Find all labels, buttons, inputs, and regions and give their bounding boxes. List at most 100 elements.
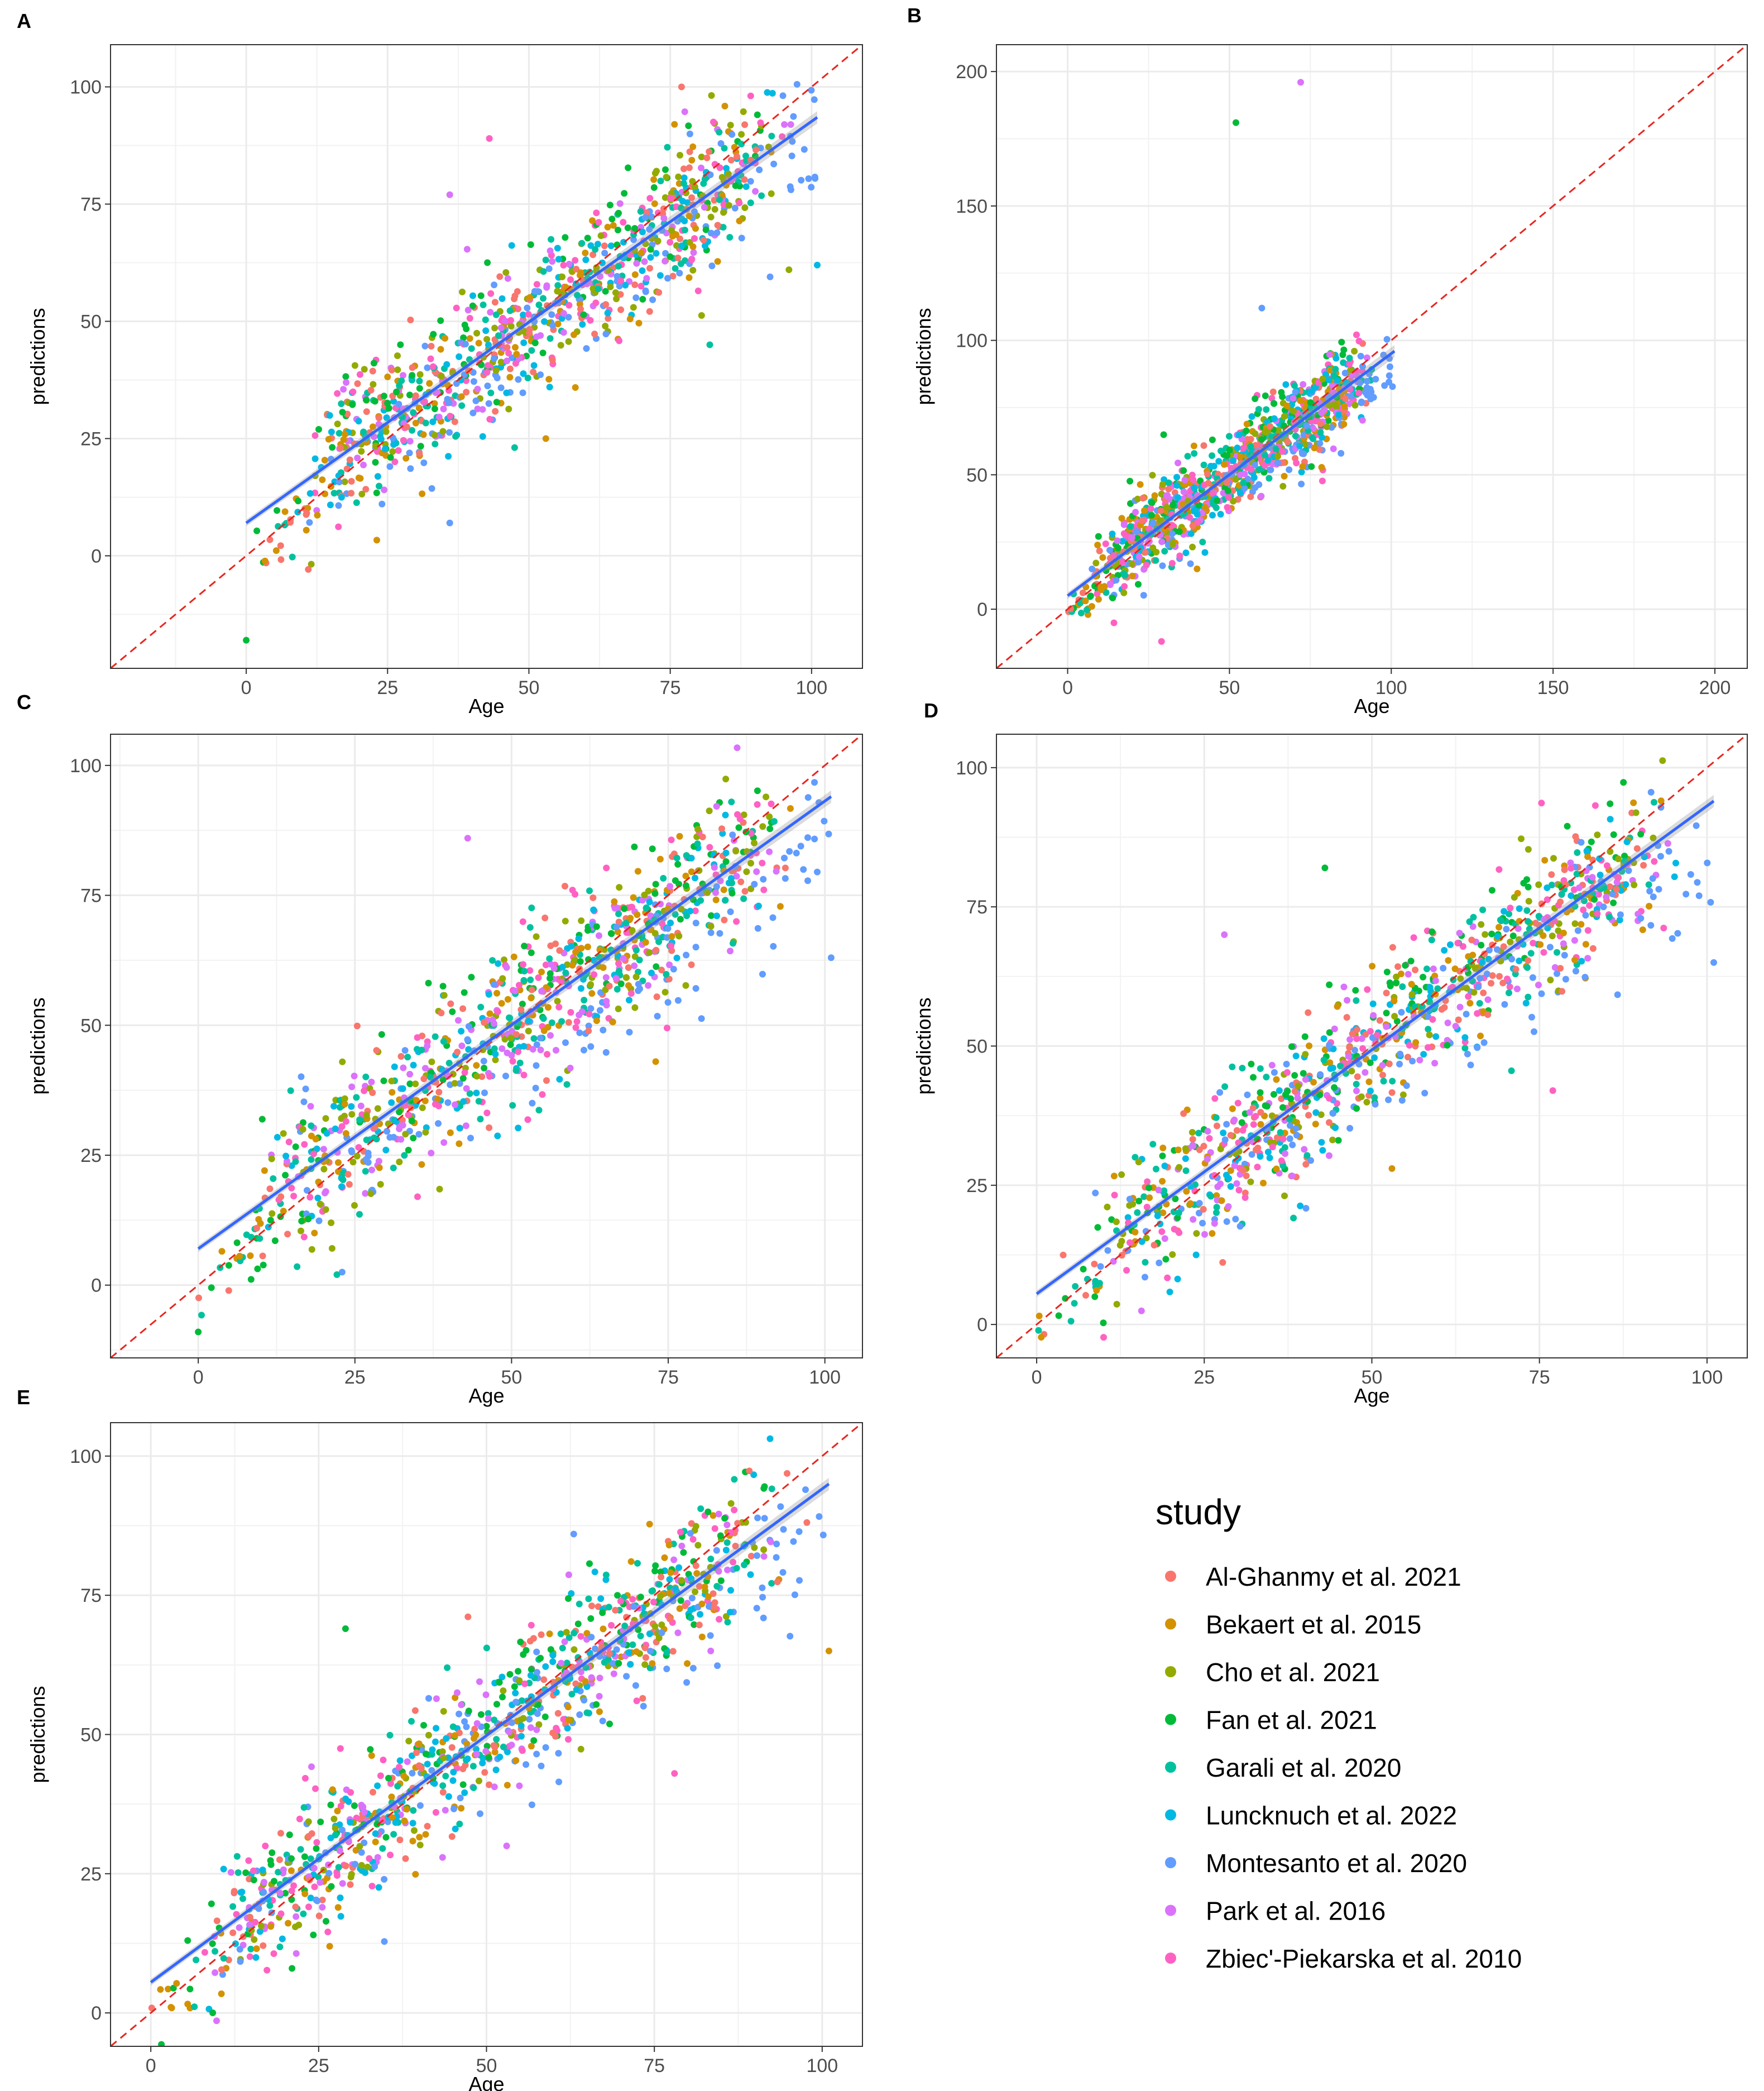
data-point — [449, 1723, 457, 1730]
data-point — [431, 1780, 438, 1787]
data-point — [1118, 515, 1125, 522]
regression-line — [245, 116, 818, 524]
data-point — [1176, 1164, 1183, 1171]
data-point — [601, 250, 608, 257]
panel-label: A — [17, 9, 31, 32]
data-point — [373, 1047, 380, 1054]
outlier-point — [678, 83, 685, 90]
data-point — [1302, 1205, 1310, 1212]
data-point — [548, 236, 555, 243]
data-point — [1367, 1059, 1374, 1066]
data-point — [1367, 1087, 1374, 1094]
data-point — [616, 884, 623, 891]
data-point — [1353, 1087, 1360, 1094]
data-point — [535, 1721, 543, 1728]
data-point — [759, 859, 766, 867]
data-point — [461, 989, 468, 996]
data-point — [448, 1744, 456, 1751]
x-tick-label: 0 — [1032, 1367, 1042, 1388]
data-point — [308, 1156, 315, 1163]
data-point — [589, 217, 596, 224]
data-point — [704, 1508, 712, 1515]
data-point — [1506, 983, 1513, 991]
data-point — [1474, 1010, 1481, 1017]
outlier-point — [1321, 864, 1329, 872]
data-point — [688, 961, 695, 968]
data-point — [491, 324, 498, 332]
data-point — [225, 1262, 232, 1269]
x-tick-label: 0 — [146, 2055, 156, 2076]
data-point — [1646, 888, 1653, 894]
data-point — [707, 213, 715, 221]
data-point — [1132, 1228, 1139, 1236]
data-point — [1650, 893, 1657, 901]
data-point — [367, 1746, 374, 1753]
data-point — [491, 1783, 498, 1791]
data-point — [532, 1084, 539, 1092]
data-point — [578, 945, 585, 952]
outlier-point — [814, 261, 821, 269]
data-point — [351, 1073, 358, 1080]
data-point — [623, 974, 630, 981]
data-point — [1353, 1105, 1360, 1112]
data-point — [1240, 1166, 1247, 1174]
data-point — [486, 1010, 493, 1017]
data-point — [1091, 1293, 1099, 1300]
y-tick-label: 50 — [80, 1015, 102, 1036]
data-point — [1326, 351, 1333, 358]
data-point — [414, 1034, 421, 1041]
data-point — [399, 1085, 406, 1092]
data-point — [1221, 461, 1228, 468]
data-point — [1302, 1161, 1310, 1168]
data-point — [354, 454, 361, 462]
data-point — [300, 1098, 308, 1106]
data-point — [1481, 950, 1488, 958]
data-point — [1369, 1000, 1377, 1007]
data-point — [1239, 1065, 1246, 1071]
data-point — [305, 1216, 312, 1223]
data-point — [718, 825, 725, 832]
data-point — [626, 1028, 633, 1036]
data-point — [1484, 970, 1490, 978]
data-point — [1671, 873, 1678, 881]
data-point — [553, 1725, 560, 1732]
data-point — [458, 1042, 466, 1050]
data-point — [642, 1654, 649, 1661]
data-point — [1568, 892, 1575, 899]
data-point — [1113, 1218, 1120, 1226]
data-point — [546, 955, 553, 962]
data-point — [656, 855, 664, 863]
data-point — [557, 342, 564, 349]
data-point — [511, 444, 518, 451]
data-point — [486, 1781, 493, 1788]
data-point — [752, 152, 759, 160]
data-point — [1364, 986, 1371, 993]
data-point — [439, 1788, 447, 1796]
data-point — [804, 794, 812, 801]
x-tick-label: 25 — [308, 2055, 329, 2076]
data-point — [741, 888, 749, 895]
data-point — [387, 454, 394, 461]
data-point — [728, 879, 735, 887]
data-point — [1371, 1094, 1378, 1101]
data-point — [1687, 871, 1694, 878]
data-point — [524, 1116, 531, 1123]
data-point — [490, 1020, 497, 1027]
data-point — [445, 399, 453, 406]
data-point — [632, 1682, 639, 1689]
data-point — [713, 883, 720, 890]
data-point — [1229, 1105, 1236, 1112]
data-point — [495, 960, 502, 967]
data-point — [1212, 504, 1220, 511]
data-point — [469, 292, 476, 299]
data-point — [403, 423, 410, 430]
data-point — [255, 1216, 262, 1223]
data-point — [528, 949, 535, 956]
x-tick-label: 75 — [1529, 1367, 1550, 1388]
data-point — [753, 868, 760, 875]
outlier-point — [785, 266, 793, 274]
data-point — [535, 302, 543, 308]
data-point — [457, 1795, 464, 1802]
data-point — [287, 1087, 294, 1094]
data-point — [1659, 757, 1666, 764]
